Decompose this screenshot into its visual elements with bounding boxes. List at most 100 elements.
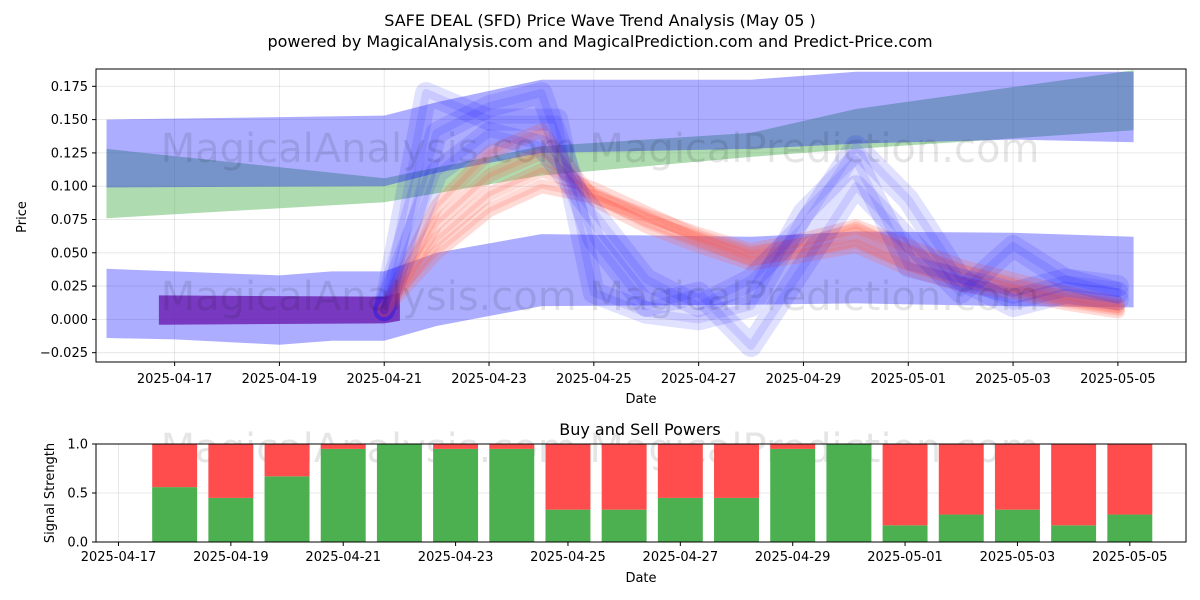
signal-y-tick-label: 1.0 (67, 438, 88, 453)
buy-bar (1107, 514, 1153, 542)
red-wave-core (381, 150, 1121, 313)
signal-x-tick-label: 2025-04-23 (418, 550, 494, 565)
buy-bar (601, 509, 647, 542)
chart-subtitle: powered by MagicalAnalysis.com and Magic… (267, 32, 932, 51)
price-y-axis-label: Price (15, 201, 30, 233)
price-x-tick-label: 2025-04-25 (556, 372, 632, 387)
sell-bar (938, 444, 984, 515)
signal-x-tick-label: 2025-05-01 (867, 550, 943, 565)
signal-x-tick-label: 2025-04-19 (193, 550, 269, 565)
red-wave-core (381, 183, 1121, 313)
signal-x-tick-label: 2025-04-17 (81, 550, 157, 565)
sell-bar (264, 444, 310, 477)
price-x-tick-label: 2025-04-17 (137, 372, 213, 387)
sell-bar (770, 444, 816, 449)
signal-x-axis-label: Date (625, 571, 656, 586)
wave-paths (373, 82, 1129, 357)
sell-bar (882, 444, 928, 526)
price-y-tick-label: 0.075 (51, 213, 88, 228)
buy-bar (882, 525, 928, 542)
price-x-tick-label: 2025-05-03 (975, 372, 1051, 387)
red-wave-path (377, 145, 1125, 318)
signal-chart-title: Buy and Sell Powers (559, 420, 721, 439)
price-y-tick-label: 0.125 (51, 146, 88, 161)
buy-bar (826, 444, 872, 542)
sell-bar (994, 444, 1040, 510)
red-wave-path (377, 179, 1125, 318)
sell-bar (657, 444, 703, 498)
price-plot-frame (95, 68, 1187, 363)
price-grid (96, 69, 1186, 362)
blue-wave-path (373, 121, 1129, 322)
price-y-tick-label: 0.050 (51, 246, 88, 261)
red-wave-path (377, 123, 1125, 319)
price-watermarks: MagicalAnalysis.com MagicalPrediction.co… (161, 126, 1040, 320)
price-x-tick-label: 2025-04-21 (346, 372, 422, 387)
buy-bar (657, 497, 703, 542)
signal-y-axis: 0.0 0.5 1.0 (67, 438, 96, 551)
blue-wave-core (380, 128, 1122, 315)
blue-wave-path (373, 82, 1129, 331)
buy-bar (770, 448, 816, 542)
buy-bar (433, 448, 479, 542)
signal-x-tick-label: 2025-04-21 (305, 550, 381, 565)
sell-bar (433, 444, 479, 449)
price-y-tick-label: 0.175 (51, 80, 88, 95)
buy-bar (1051, 525, 1097, 542)
sell-bar (545, 444, 591, 510)
red-wave-core (381, 167, 1121, 313)
sell-bar (1107, 444, 1153, 515)
sell-bar (489, 444, 535, 449)
watermark-text: MagicalAnalysis.com MagicalPrediction.co… (161, 126, 1040, 172)
price-x-tick-label: 2025-04-29 (766, 372, 842, 387)
price-x-tick-label: 2025-04-19 (242, 372, 318, 387)
buy-bar (208, 497, 254, 542)
buy-bar (489, 448, 535, 542)
red-wave-path (377, 163, 1125, 318)
price-y-tick-label: 0.100 (51, 180, 88, 195)
blue-wave-path (373, 82, 1129, 357)
buy-bar (994, 509, 1040, 542)
buy-bar (545, 509, 591, 542)
signal-y-axis-label: Signal Strength (43, 443, 58, 543)
price-x-axis: 2025-04-17 2025-04-19 2025-04-21 2025-04-23… (137, 362, 1156, 387)
price-x-tick-label: 2025-05-05 (1080, 372, 1156, 387)
price-y-axis: −0.025 0.000 0.025 0.050 0.075 0.100 0.125 0.15… (40, 80, 96, 361)
blue-wave-core (380, 89, 1122, 350)
blue-band-upper (106, 71, 1134, 188)
signal-y-tick-label: 0.0 (67, 536, 88, 551)
price-y-tick-label: 0.150 (51, 113, 88, 128)
red-wave-core (381, 127, 1121, 314)
chart-title: SAFE DEAL (SFD) Price Wave Trend Analysi… (384, 11, 816, 30)
green-band-upper (106, 70, 1134, 219)
buy-bar (714, 497, 759, 542)
buy-bar (264, 476, 310, 542)
price-y-tick-label: 0.000 (51, 313, 88, 328)
buy-bar (938, 514, 984, 542)
sell-bar (152, 444, 198, 488)
buy-bar (376, 444, 422, 542)
sell-bar (1051, 444, 1097, 526)
signal-x-tick-label: 2025-04-27 (643, 550, 719, 565)
signal-x-tick-label: 2025-04-25 (530, 550, 606, 565)
buy-bar (320, 448, 366, 542)
price-y-tick-label: −0.025 (40, 346, 88, 361)
price-x-tick-label: 2025-05-01 (870, 372, 946, 387)
sell-bar (208, 444, 254, 498)
buy-bar (152, 487, 198, 542)
signal-x-tick-label: 2025-05-03 (980, 550, 1056, 565)
sell-bar (320, 444, 366, 449)
purple-band-base (158, 292, 400, 325)
price-bands (106, 70, 1134, 345)
price-x-tick-label: 2025-04-23 (451, 372, 527, 387)
price-x-axis-label: Date (625, 392, 656, 407)
price-y-tick-label: 0.025 (51, 280, 88, 295)
blue-wave-core (380, 89, 1122, 324)
signal-x-tick-label: 2025-04-29 (755, 550, 831, 565)
price-x-tick-label: 2025-04-27 (661, 372, 737, 387)
sell-bar (601, 444, 647, 510)
sell-bar (714, 444, 759, 498)
watermark-text: MagicalAnalysis.com MagicalPrediction.co… (161, 274, 1040, 320)
